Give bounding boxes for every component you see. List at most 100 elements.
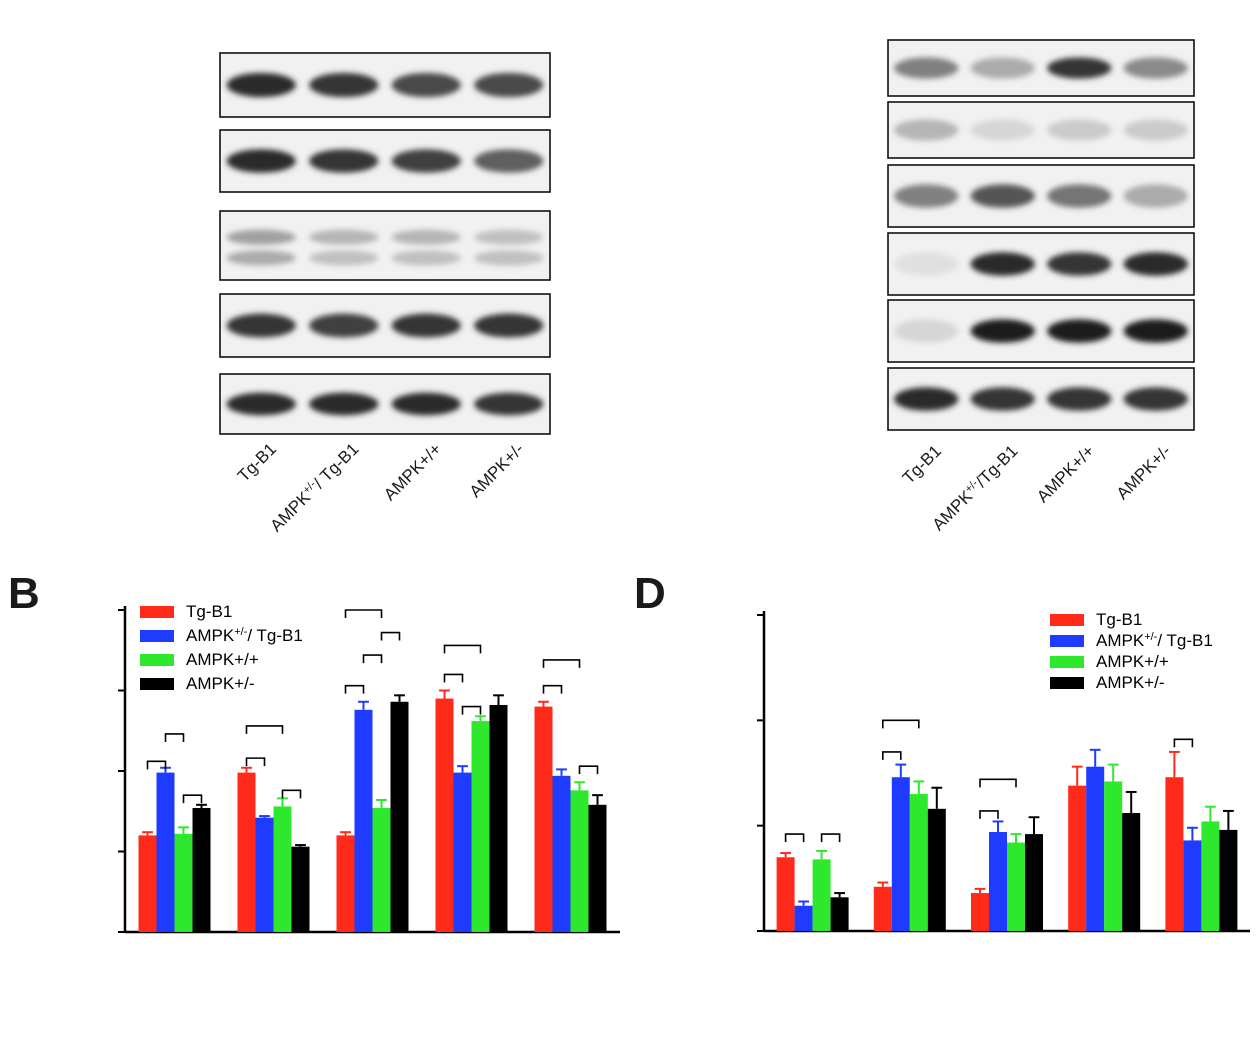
blot-band [894, 119, 959, 141]
bar [891, 777, 910, 931]
significance-bracket [146, 760, 167, 770]
bar [776, 857, 795, 931]
significance-bracket [542, 684, 563, 694]
bar [192, 808, 211, 932]
significance-bracket [979, 810, 999, 819]
legend-swatch [140, 654, 174, 666]
bar [354, 709, 373, 932]
lane-label: AMPK+/-/ Tg-B1 [267, 439, 363, 535]
bar [336, 835, 355, 932]
bar [1201, 821, 1220, 931]
legend-label: AMPK+/+ [186, 650, 259, 669]
blot-band [474, 250, 544, 266]
blot-band [970, 119, 1035, 141]
blot-band [894, 387, 959, 411]
significance-bracket [245, 757, 266, 767]
blot-band [391, 149, 461, 173]
significance-bracket [344, 684, 365, 694]
significance-bracket [820, 833, 841, 843]
bar [552, 775, 571, 932]
bar [453, 772, 472, 932]
legend-label: AMPK+/-/ Tg-B1 [186, 626, 303, 645]
bar [1025, 834, 1043, 931]
blot-band [309, 149, 379, 173]
panel-b-chart: Tg-B1 AMPK+/-/ Tg-B1 AMPK+/+ AMPK+/- [118, 602, 620, 934]
bar [1122, 813, 1141, 931]
bar [1183, 840, 1202, 931]
blot-band [226, 149, 296, 173]
bar [1104, 781, 1123, 931]
blot-band [970, 252, 1035, 276]
significance-bracket [542, 659, 581, 668]
legend-label: AMPK+/-/ Tg-B1 [1096, 631, 1213, 650]
legend-swatch [1050, 656, 1084, 668]
panel-d-letter: D [634, 569, 666, 618]
bar [471, 721, 490, 932]
blot-band [894, 319, 959, 343]
panel-d-chart: Tg-B1 AMPK+/-/ Tg-B1 AMPK+/+ AMPK+/- [757, 610, 1250, 933]
bar [273, 806, 292, 932]
blot-band [309, 229, 379, 245]
blot-band [894, 252, 959, 276]
blot-band [1123, 119, 1188, 141]
significance-bracket [164, 733, 185, 742]
blot-band [970, 184, 1035, 208]
panel-d: D Tg-B1 AMPK+/-/ Tg-B1 AMPK+/+ AMPK+/- [630, 565, 1258, 1044]
legend-label: AMPK+/+ [1096, 652, 1169, 671]
blot-band [1047, 387, 1112, 411]
blot-band [474, 149, 544, 173]
bar [588, 804, 607, 932]
blot-band [226, 313, 296, 338]
blot-band [391, 250, 461, 266]
legend-swatch [140, 678, 174, 690]
bar [174, 833, 193, 932]
significance-bracket [784, 833, 805, 843]
significance-bracket [443, 644, 482, 654]
panel-c: Tg-B1 AMPK+/-/Tg-B1 AMPK+/+ AMPK+/- [630, 0, 1258, 580]
blot-band [474, 229, 544, 245]
blot-band [970, 57, 1035, 79]
bar [830, 897, 849, 931]
legend-label: Tg-B1 [1096, 610, 1142, 629]
blot-band [309, 72, 379, 98]
bar [570, 790, 589, 932]
blot-band [474, 392, 544, 416]
legend-swatch [1050, 635, 1084, 647]
bar [1219, 829, 1238, 931]
blot-band [226, 392, 296, 416]
lane-label: AMPK+/+ [1033, 441, 1098, 506]
lane-label: AMPK+/- [1113, 441, 1175, 503]
blot-band [1047, 252, 1112, 276]
bar [372, 808, 391, 932]
panel-b-letter: B [8, 569, 40, 618]
blot-band [391, 229, 461, 245]
bar [1007, 842, 1025, 931]
bar [909, 794, 928, 931]
significance-bracket [578, 765, 599, 775]
lane-label: Tg-B1 [234, 439, 280, 485]
significance-bracket [882, 751, 902, 760]
blot-band [1047, 184, 1112, 208]
bar [812, 859, 831, 931]
significance-bracket [182, 794, 203, 804]
bar [255, 817, 274, 932]
bar [989, 831, 1007, 931]
bar [435, 698, 454, 932]
bar [534, 706, 553, 932]
significance-bracket [344, 609, 383, 618]
bar [291, 846, 310, 932]
blot-band [226, 72, 296, 98]
blot-band [1123, 184, 1188, 208]
blot-band [894, 57, 959, 79]
significance-bracket [281, 789, 302, 799]
significance-bracket [245, 725, 284, 734]
bar [489, 704, 508, 932]
blot-band [1123, 57, 1188, 79]
blot-band [1047, 319, 1112, 343]
blot-frame [219, 210, 551, 281]
blot-band [1123, 387, 1188, 411]
legend-label: AMPK+/- [186, 674, 255, 693]
legend-swatch [1050, 677, 1084, 689]
blot-band [309, 313, 379, 338]
